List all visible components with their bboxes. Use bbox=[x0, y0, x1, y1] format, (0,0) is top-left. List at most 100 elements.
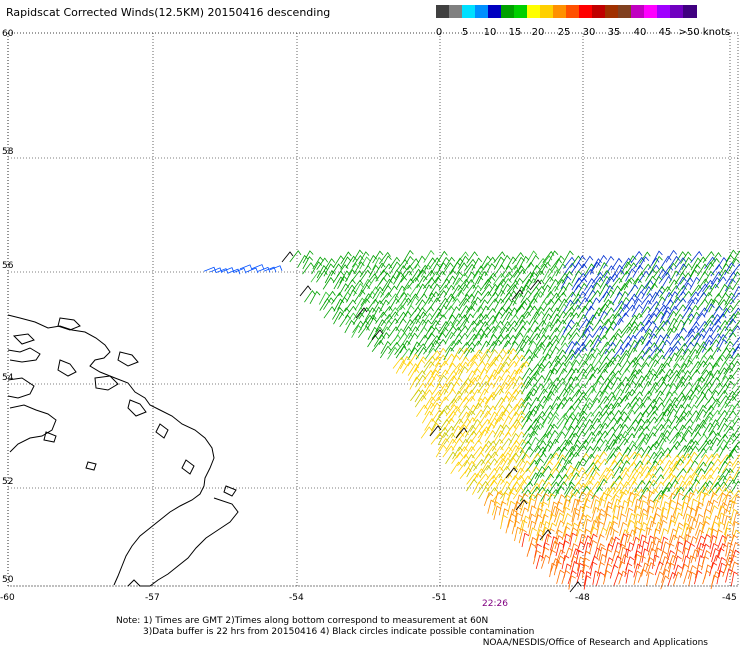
wind-barb bbox=[633, 513, 642, 528]
wind-barb bbox=[638, 508, 648, 523]
wind-barb bbox=[332, 306, 344, 320]
wind-barb bbox=[602, 326, 615, 339]
wind-barb bbox=[415, 283, 427, 297]
wind-barb bbox=[458, 405, 470, 418]
wind-barb bbox=[521, 381, 532, 395]
wind-barb bbox=[681, 256, 693, 270]
wind-barb bbox=[627, 401, 640, 415]
wind-barb bbox=[610, 488, 623, 501]
wind-barb bbox=[683, 533, 692, 549]
wind-barb bbox=[564, 291, 576, 304]
wind-barb bbox=[582, 269, 594, 282]
wind-barb bbox=[527, 319, 539, 333]
wind-barb bbox=[598, 467, 611, 480]
wind-barb bbox=[708, 299, 720, 313]
wind-barb bbox=[547, 411, 560, 425]
wind-barb bbox=[500, 437, 513, 451]
wind-barb bbox=[637, 436, 649, 450]
wind-barb bbox=[485, 374, 497, 388]
wind-barb bbox=[289, 250, 302, 263]
wind-barb bbox=[410, 389, 422, 402]
wind-barb bbox=[610, 436, 622, 450]
wind-barb bbox=[604, 501, 613, 516]
wind-barb bbox=[717, 269, 729, 283]
wind-barb bbox=[669, 374, 681, 387]
wind-barb bbox=[623, 426, 636, 439]
wind-barb bbox=[696, 355, 708, 369]
wind-barb bbox=[665, 262, 677, 276]
wind-barb bbox=[533, 306, 545, 320]
wind-barb bbox=[571, 277, 583, 291]
wind-barb bbox=[596, 334, 608, 348]
wind-barb bbox=[568, 472, 580, 485]
wind-barb bbox=[519, 440, 532, 454]
wind-barb bbox=[617, 560, 626, 576]
wind-barb bbox=[674, 319, 685, 333]
wind-barb bbox=[477, 429, 489, 443]
wind-barb bbox=[674, 272, 686, 285]
wind-barb bbox=[690, 250, 703, 263]
wind-barb bbox=[682, 466, 694, 480]
wind-barb bbox=[723, 419, 736, 432]
wind-barb bbox=[511, 519, 520, 535]
wind-barb bbox=[710, 474, 722, 488]
wind-barb bbox=[493, 282, 504, 296]
wind-barb bbox=[645, 473, 657, 487]
wind-barb bbox=[556, 425, 569, 438]
wind-barb bbox=[724, 262, 735, 276]
wind-barb bbox=[563, 405, 575, 418]
wind-barb bbox=[623, 304, 636, 317]
wind-barb bbox=[442, 305, 455, 318]
wind-barb bbox=[697, 271, 709, 285]
wind-barb bbox=[541, 440, 554, 454]
wind-barb bbox=[484, 440, 497, 453]
wind-barb bbox=[641, 346, 653, 360]
wind-barb bbox=[500, 514, 508, 530]
wind-barb bbox=[429, 402, 441, 416]
wind-barb bbox=[553, 560, 562, 576]
wind-barb bbox=[603, 360, 615, 373]
wind-barb bbox=[574, 272, 587, 285]
wind-barb bbox=[582, 320, 594, 334]
wind-barb bbox=[690, 257, 702, 271]
wind-barb bbox=[596, 543, 605, 558]
wind-barb bbox=[501, 415, 513, 429]
wind-barb bbox=[506, 307, 518, 321]
wind-barb bbox=[542, 404, 554, 418]
wind-barb bbox=[499, 321, 511, 334]
wind-barb bbox=[695, 474, 707, 488]
wind-barb bbox=[375, 277, 387, 290]
wind-barb bbox=[641, 299, 652, 314]
wind-barb bbox=[589, 539, 598, 555]
wind-barb bbox=[631, 383, 644, 396]
wind-barb bbox=[708, 339, 720, 352]
wind-barb bbox=[697, 263, 709, 277]
wind-barb bbox=[709, 466, 721, 480]
wind-barb bbox=[613, 571, 623, 586]
wind-barb bbox=[661, 398, 674, 411]
wind-barb bbox=[555, 263, 567, 277]
wind-barb bbox=[638, 534, 647, 549]
wind-barb bbox=[227, 268, 241, 275]
wind-barb bbox=[675, 535, 684, 550]
wind-barb bbox=[605, 433, 618, 446]
wind-barb bbox=[700, 520, 710, 535]
wind-barb bbox=[427, 326, 440, 340]
wind-barb bbox=[486, 479, 498, 493]
wind-barb bbox=[571, 461, 583, 475]
wind-barb bbox=[598, 269, 611, 283]
wind-barb bbox=[556, 416, 569, 430]
lat-tick-label: 54 bbox=[2, 373, 14, 383]
wind-barb bbox=[709, 437, 721, 451]
wind-barb bbox=[717, 512, 726, 527]
wind-barb bbox=[372, 250, 384, 264]
wind-barb bbox=[472, 481, 483, 495]
wind-barb bbox=[631, 536, 641, 551]
wind-barb bbox=[695, 345, 707, 359]
wind-barb bbox=[333, 298, 345, 312]
wind-barb bbox=[534, 543, 542, 558]
wind-barb bbox=[673, 571, 683, 586]
wind-barb bbox=[616, 282, 629, 296]
wind-barb bbox=[590, 360, 603, 373]
wind-barb bbox=[612, 306, 625, 320]
